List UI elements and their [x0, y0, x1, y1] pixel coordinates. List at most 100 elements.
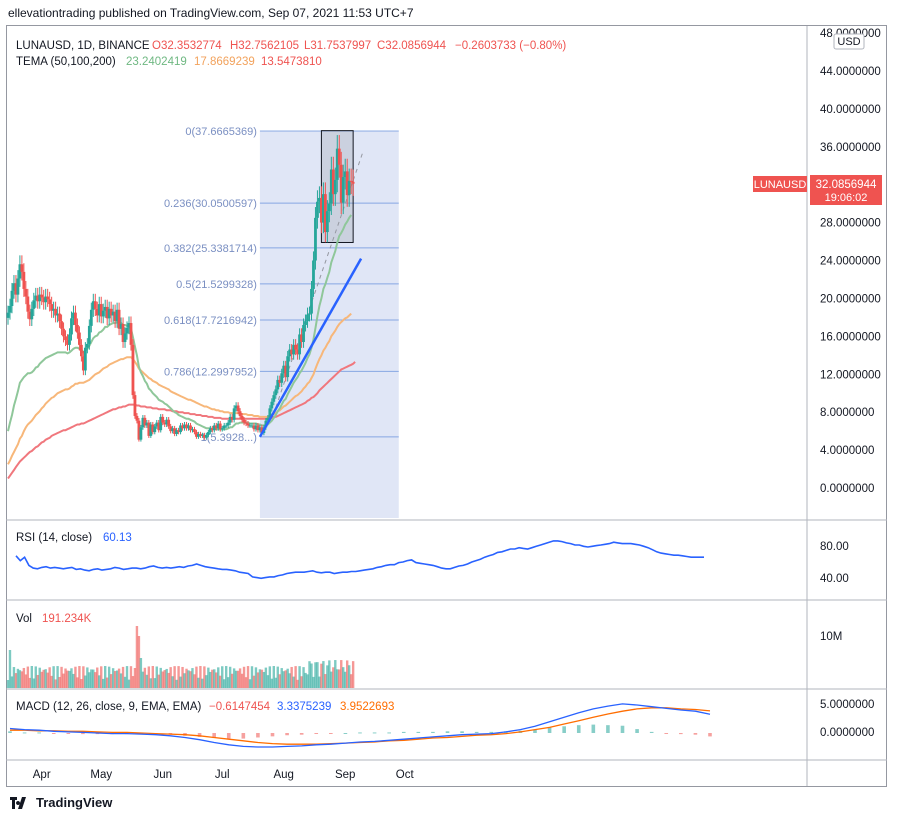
volume-bar — [232, 668, 236, 688]
macd-histogram-bar — [329, 733, 333, 734]
trendline[interactable] — [258, 257, 363, 438]
candle-body — [302, 324, 305, 343]
candle-body — [167, 419, 171, 427]
candle-body — [216, 423, 220, 429]
candle-body — [161, 416, 165, 423]
volume-bar — [234, 670, 238, 688]
candle-body — [298, 334, 301, 355]
candle-body — [155, 422, 159, 427]
macd-histogram-bar — [387, 732, 391, 734]
candle-body — [266, 417, 270, 421]
volume-bar — [308, 661, 311, 688]
x-tick-label: Sep — [335, 769, 355, 781]
volume-bar — [320, 663, 323, 688]
legend-change: −0.2603733 (−0.80%) — [455, 40, 566, 52]
volume-bar — [219, 675, 222, 688]
macd-histogram-bar — [606, 725, 610, 733]
candle-body — [28, 311, 32, 320]
candle-body — [318, 197, 321, 202]
price-tag-value: 32.0856944 — [816, 179, 877, 191]
macd-histogram-bar — [285, 733, 289, 736]
candle-body — [171, 428, 175, 432]
candle-body — [191, 429, 194, 431]
volume-bar — [246, 666, 250, 688]
candle-body — [131, 344, 135, 396]
candle-body — [206, 432, 210, 435]
volume-bar — [16, 668, 20, 688]
volume-bar — [288, 673, 291, 688]
volume-bar — [36, 674, 39, 688]
volume-bar — [30, 666, 34, 688]
volume-bar — [340, 660, 343, 688]
currency-label: USD — [837, 36, 860, 48]
volume-bar — [161, 671, 164, 688]
macd-legend-value-3: 3.9522693 — [340, 701, 394, 713]
volume-bar — [129, 666, 133, 688]
candle-body — [169, 426, 173, 432]
volume-bar — [224, 666, 228, 688]
macd-histogram-bar — [226, 733, 231, 739]
y-tick-label: 16.0000000 — [820, 331, 881, 343]
volume-bar — [171, 676, 174, 688]
candle-body — [252, 425, 256, 430]
x-tick-label: May — [90, 769, 112, 781]
macd-histogram-bar — [460, 731, 464, 733]
tradingview-footer[interactable]: TradingView — [10, 795, 112, 810]
volume-bar — [40, 671, 43, 688]
volume-bar — [94, 672, 97, 688]
volume-bar — [68, 670, 71, 688]
candle-body — [177, 430, 180, 433]
candle-body — [193, 429, 196, 433]
volume-bar — [56, 666, 59, 688]
rsi-line — [15, 540, 704, 580]
volume-bar — [286, 668, 289, 688]
price-axis[interactable]: 0.0000000 4.0000000 8.0000000 12.0000000 16.… — [820, 28, 881, 495]
volume-bar — [344, 671, 347, 688]
volume-bar — [121, 666, 125, 688]
volume-bar — [322, 661, 325, 688]
candle-body — [256, 425, 260, 431]
candle-body — [268, 408, 272, 418]
candle-body — [135, 415, 139, 421]
volume-bar — [46, 672, 49, 688]
volume-bar — [300, 676, 303, 688]
volume-bar — [330, 671, 333, 688]
candle-body — [60, 321, 63, 329]
macd-histogram-bar — [401, 731, 406, 733]
volume-bar — [189, 671, 192, 688]
volume-bar — [155, 666, 158, 688]
volume-bar — [199, 666, 202, 688]
volume-bar — [96, 667, 99, 688]
candle-body — [16, 278, 20, 295]
candle-body — [81, 356, 85, 371]
volume-bar — [133, 668, 137, 688]
candle-body — [89, 309, 93, 326]
time-axis[interactable]: Apr May Jun Jul Aug Sep Oct — [33, 769, 415, 781]
volume-bar — [102, 678, 105, 688]
volume-bar — [338, 669, 341, 688]
candle-body — [72, 312, 75, 319]
volume-bar — [258, 669, 262, 688]
volume-bar — [167, 672, 170, 688]
macd-histogram-bar — [37, 732, 41, 734]
volume-bar — [250, 666, 254, 688]
candle-body — [337, 148, 341, 165]
macd-histogram-bar — [314, 733, 319, 734]
candle-body — [133, 395, 137, 416]
chart-frame[interactable] — [6, 25, 887, 787]
volume-bar — [312, 676, 315, 688]
fib-level-label: 0(37.6665369) — [185, 126, 257, 138]
x-tick-label: Jun — [153, 769, 172, 781]
volume-bar — [276, 666, 279, 688]
volume-bar — [223, 679, 226, 688]
x-tick-label: Jul — [215, 769, 230, 781]
volume-bar — [78, 666, 81, 688]
volume-bar — [135, 626, 139, 688]
fibonacci-retracement[interactable]: 0(37.6665369) 0.236(30.0500597) 0.382(25.3… — [164, 126, 399, 518]
currency-badge[interactable]: USD — [833, 33, 865, 50]
volume-bar — [236, 670, 240, 688]
candle-body — [143, 417, 147, 426]
candle-body — [260, 427, 264, 434]
candle-body — [83, 347, 87, 371]
